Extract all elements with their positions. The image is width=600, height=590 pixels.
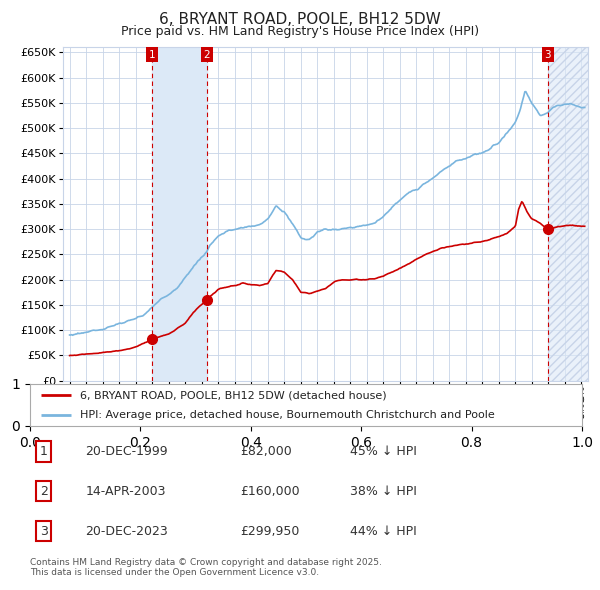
Text: 1: 1 xyxy=(40,445,48,458)
Text: 20-DEC-1999: 20-DEC-1999 xyxy=(85,445,168,458)
Text: 6, BRYANT ROAD, POOLE, BH12 5DW: 6, BRYANT ROAD, POOLE, BH12 5DW xyxy=(159,12,441,27)
Bar xyxy=(152,47,206,381)
Text: 2: 2 xyxy=(40,484,48,498)
Text: 38% ↓ HPI: 38% ↓ HPI xyxy=(350,484,417,498)
Text: 1: 1 xyxy=(149,50,155,60)
Text: 45% ↓ HPI: 45% ↓ HPI xyxy=(350,445,417,458)
Text: Contains HM Land Registry data © Crown copyright and database right 2025.
This d: Contains HM Land Registry data © Crown c… xyxy=(30,558,382,577)
Text: 6, BRYANT ROAD, POOLE, BH12 5DW (detached house): 6, BRYANT ROAD, POOLE, BH12 5DW (detache… xyxy=(80,391,386,401)
Text: 44% ↓ HPI: 44% ↓ HPI xyxy=(350,525,417,537)
Text: HPI: Average price, detached house, Bournemouth Christchurch and Poole: HPI: Average price, detached house, Bour… xyxy=(80,411,494,420)
Text: 2: 2 xyxy=(203,50,210,60)
Text: 3: 3 xyxy=(545,50,551,60)
Text: £82,000: £82,000 xyxy=(240,445,292,458)
Text: 14-APR-2003: 14-APR-2003 xyxy=(85,484,166,498)
Text: 20-DEC-2023: 20-DEC-2023 xyxy=(85,525,168,537)
Text: 3: 3 xyxy=(40,525,48,537)
Bar xyxy=(548,47,600,381)
Text: Price paid vs. HM Land Registry's House Price Index (HPI): Price paid vs. HM Land Registry's House … xyxy=(121,25,479,38)
Text: £160,000: £160,000 xyxy=(240,484,299,498)
Text: £299,950: £299,950 xyxy=(240,525,299,537)
Bar xyxy=(548,47,600,381)
